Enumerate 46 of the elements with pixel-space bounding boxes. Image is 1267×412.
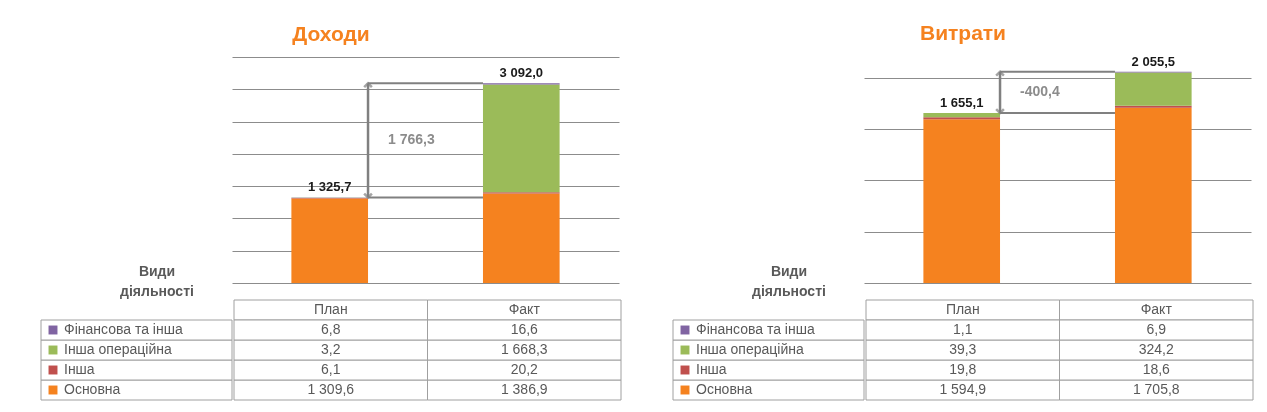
legend-label: Фінансова та інша [696, 321, 815, 337]
chart-title: Витрати [919, 20, 1007, 44]
x-tick-label: Факт [1140, 301, 1173, 317]
data-label: 20,2 [510, 361, 539, 377]
data-label: 1 705,8 [1132, 381, 1180, 397]
bar [1114, 72, 1192, 106]
legend-title: Види діяльності [752, 263, 826, 299]
data-label: 1 309,6 [307, 381, 355, 397]
data-label: 1 668,3 [500, 341, 548, 357]
data-label: 1 594,9 [939, 381, 987, 397]
total-label: 1 325,7 [308, 179, 352, 195]
bar [482, 84, 560, 193]
legend-label: Фінансова та інша [64, 321, 183, 337]
bar [482, 193, 560, 283]
legend-label: Інша [64, 361, 95, 377]
annotation: -400,4 [1020, 83, 1060, 100]
x-tick-label: План [945, 301, 980, 317]
chart-title: Доходи [292, 22, 370, 45]
total-label: 1 655,1 [940, 94, 984, 110]
legend-label: Основна [696, 381, 753, 397]
data-label: 19,8 [949, 361, 977, 377]
legend-label: Інша операційна [696, 341, 804, 357]
bar [1114, 107, 1192, 283]
data-label: 16,6 [510, 321, 539, 337]
data-label: 6,8 [321, 321, 341, 337]
legend-label: Інша [696, 361, 727, 377]
data-label: 6,9 [1146, 321, 1167, 337]
bar [923, 113, 1001, 118]
x-tick-label: План [313, 301, 348, 317]
data-label: 324,2 [1138, 341, 1174, 357]
bar [923, 119, 1001, 283]
x-tick-label: Факт [508, 301, 541, 317]
data-label: 3,2 [321, 341, 341, 357]
total-label: 2 055,5 [1131, 53, 1175, 69]
data-label: 39,3 [949, 341, 977, 357]
total-label: 3 092,0 [499, 65, 543, 81]
bar [291, 198, 369, 283]
data-label: 1,1 [953, 321, 973, 337]
annotation: 1 766,3 [388, 131, 435, 148]
data-label: 1 386,9 [500, 381, 548, 397]
data-label: 18,6 [1142, 361, 1171, 377]
legend-label: Основна [64, 381, 121, 397]
data-label: 6,1 [321, 361, 341, 377]
legend-title: Види діяльності [120, 263, 194, 299]
bar [923, 117, 1001, 120]
legend-label: Інша операційна [64, 341, 172, 357]
